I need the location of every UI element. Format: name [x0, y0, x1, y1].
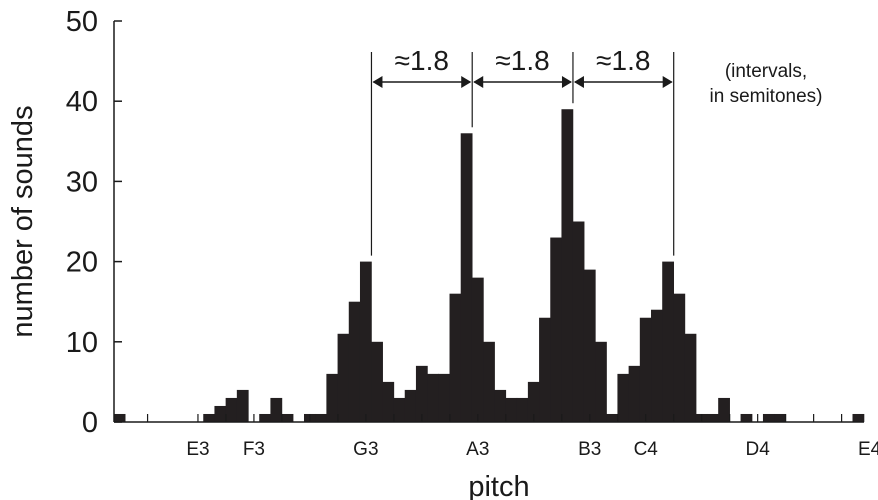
histogram-bar [494, 389, 507, 422]
histogram-bar [371, 341, 383, 422]
histogram-bar [662, 261, 675, 422]
x-tick-label: E4 [858, 439, 878, 460]
y-tick-label: 40 [66, 86, 98, 118]
x-axis-title: pitch [468, 471, 529, 500]
y-tick-label: 20 [66, 247, 98, 279]
histogram-bar [236, 389, 249, 422]
y-tick-label: 0 [82, 407, 98, 439]
interval-annotations: ≈1.8 ≈1.8 ≈1.8 [370, 45, 675, 256]
histogram-bar [684, 333, 697, 422]
interval-label: ≈1.8 [395, 45, 449, 76]
histogram-bar [628, 365, 641, 422]
interval-note-line1: (intervals, [725, 61, 807, 82]
arrowhead-right [561, 76, 572, 88]
interval-note-line2: in semitones) [710, 86, 823, 107]
histogram-bar [583, 269, 596, 422]
arrowhead-right [662, 76, 673, 88]
x-tick-label: A3 [466, 439, 489, 460]
axes-group [113, 21, 864, 423]
histogram-bar [471, 277, 484, 422]
histogram-bar [852, 413, 865, 422]
histogram-bar [595, 341, 607, 422]
histogram-bar [718, 397, 730, 422]
histogram-bar [740, 413, 753, 422]
arrowhead-right [461, 76, 472, 88]
arrowhead-left [573, 76, 584, 88]
histogram-bar [606, 413, 619, 422]
y-axis-title: number of sounds [7, 105, 39, 337]
histogram-bar [393, 397, 406, 422]
histogram-bar [382, 381, 395, 422]
histogram-bar [326, 373, 339, 422]
x-tick-label: D4 [746, 439, 771, 460]
x-tick-label: B3 [578, 439, 601, 460]
histogram-bar [516, 397, 529, 422]
bars-group [113, 109, 865, 422]
histogram-bar [337, 333, 350, 422]
histogram-bar [415, 365, 428, 422]
x-tick-label: E3 [186, 439, 209, 460]
histogram-bar [449, 293, 462, 422]
histogram-bar [359, 261, 372, 422]
y-ticks-group: 0 10 20 30 40 50 [66, 6, 122, 439]
x-tick-label: C4 [634, 439, 659, 460]
x-tick-label: F3 [243, 439, 265, 460]
interval-label: ≈1.8 [495, 45, 549, 76]
histogram-bar [539, 317, 551, 422]
histogram-bar [550, 237, 563, 422]
histogram-bar [651, 309, 663, 422]
histogram-bar [706, 413, 719, 422]
histogram-bar [348, 301, 361, 422]
x-ticks-group: E3 F3 G3 A3 B3 C4 D4 E4 [146, 414, 878, 460]
histogram-bar [214, 405, 227, 422]
histogram-bar [203, 413, 216, 422]
histogram-bar [774, 413, 786, 422]
histogram-bar [561, 109, 574, 422]
histogram-bar [259, 413, 272, 422]
y-tick-label: 10 [66, 327, 98, 359]
histogram-bar [527, 381, 540, 422]
histogram-bar [427, 373, 439, 422]
y-tick-label: 50 [66, 6, 98, 38]
histogram-bar [505, 397, 518, 422]
histogram-bar [617, 373, 630, 422]
histogram-bar [460, 133, 473, 422]
histogram-bar [483, 341, 495, 422]
histogram-bar [225, 397, 238, 422]
histogram-bar [673, 293, 686, 422]
histogram-bar [762, 413, 775, 422]
arrowhead-left [372, 76, 383, 88]
histogram-bar [113, 413, 126, 422]
histogram-bar [438, 373, 451, 422]
histogram-bar [270, 397, 283, 422]
interval-label: ≈1.8 [596, 45, 650, 76]
histogram-bar [639, 317, 652, 422]
arrowhead-left [473, 76, 484, 88]
histogram-bar [315, 413, 327, 422]
histogram-bar [572, 221, 585, 422]
histogram-bar [404, 389, 417, 422]
histogram-bar [281, 413, 294, 422]
x-tick-label: G3 [353, 439, 378, 460]
y-tick-label: 30 [66, 166, 98, 198]
